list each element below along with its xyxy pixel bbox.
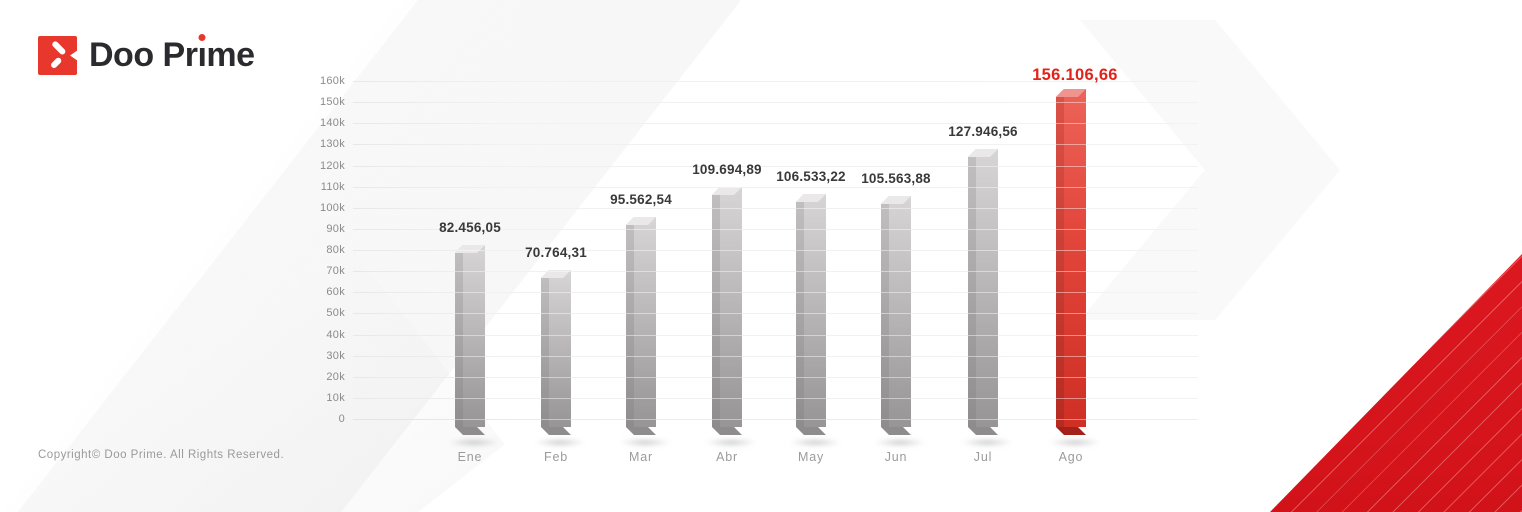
gridline [353,123,1198,124]
gridline [353,292,1198,293]
y-axis-tick-label: 0 [338,413,345,425]
value-label-ene: 82.456,05 [439,220,501,235]
y-axis-tick-label: 150k [319,96,345,108]
x-axis-label-feb: Feb [544,450,568,464]
gridline-overlay [353,419,1198,420]
brand-letter-i: ı [197,34,207,74]
bar-jul [968,149,998,435]
y-axis-tick-label: 110k [320,181,345,193]
y-axis-tick-label: 80k [326,244,345,256]
y-axis-tick-label: 50k [326,307,345,319]
gridline-overlay [353,250,1198,251]
x-axis-label-ago: Ago [1058,450,1084,464]
gridline [353,313,1198,314]
gridline [353,419,1198,420]
gridline [353,208,1198,209]
y-axis-tick-label: 40k [326,329,345,341]
y-axis-tick-label: 120k [319,160,345,172]
bar-feb [541,270,571,435]
gridline-overlay [353,398,1198,399]
value-label-jul: 127.946,56 [948,124,1018,139]
value-label-jun: 105.563,88 [861,171,931,186]
gridline-overlay [353,123,1198,124]
y-axis-tick-label: 10k [326,392,345,404]
y-axis-tick-label: 100k [319,202,345,214]
bar-abr [712,187,742,435]
bar-jun [881,196,911,435]
y-axis-tick-label: 160k [319,75,345,87]
y-axis-tick-label: 60k [326,286,345,298]
bar-reflection [1049,438,1101,447]
gridline [353,335,1198,336]
bar-mar [626,217,656,435]
bar-ene [455,245,485,435]
gridline [353,398,1198,399]
gridline [353,102,1198,103]
bar-reflection [534,438,586,447]
x-axis-label-mar: Mar [629,450,653,464]
x-axis-label-jul: Jul [973,450,993,464]
gridline [353,187,1198,188]
bar-ago [1056,89,1086,435]
value-label-may: 106.533,22 [776,169,846,184]
bar-reflection [874,438,926,447]
gridline [353,377,1198,378]
y-axis-tick-label: 90k [326,223,345,235]
gridline-overlay [353,292,1198,293]
logo-stroke [51,40,67,56]
y-axis-tick-label: 30k [326,350,345,362]
y-axis-tick-label: 20k [326,371,345,383]
gridline [353,81,1198,82]
gridline [353,356,1198,357]
bar-reflection [961,438,1013,447]
doo-prime-logo: Doo Prı me [38,34,255,75]
x-axis-label-ene: Ene [457,450,483,464]
logo-notch [70,50,78,61]
gridline-overlay [353,187,1198,188]
bar-may [796,194,826,435]
gridline-overlay [353,313,1198,314]
gridline-overlay [353,81,1198,82]
y-axis-tick-label: 70k [326,265,345,277]
gridline-overlay [353,377,1198,378]
gridline [353,144,1198,145]
brand-name: Doo Prı me [89,34,255,74]
bar-reflection [448,438,500,447]
copyright-text: Copyright© Doo Prime. All Rights Reserve… [38,449,285,461]
bar-reflection [619,438,671,447]
gridline-overlay [353,356,1198,357]
value-label-ago: 156.106,66 [1032,66,1118,84]
gridline-overlay [353,229,1198,230]
x-axis-label-abr: Abr [716,450,738,464]
gridline-overlay [353,271,1198,272]
x-axis-label-may: May [797,450,824,464]
gridline [353,166,1198,167]
value-label-mar: 95.562,54 [610,192,672,207]
doo-prime-logo-icon [38,36,78,75]
bar-reflection [789,438,841,447]
logo-stroke [49,56,63,69]
gridline-overlay [353,102,1198,103]
gridline-overlay [353,208,1198,209]
gridline-overlay [353,166,1198,167]
bar-reflection [705,438,757,447]
gridline-overlay [353,335,1198,336]
gridline [353,250,1198,251]
y-axis-tick-label: 130k [319,138,345,150]
gridline-overlay [353,144,1198,145]
value-label-abr: 109.694,89 [692,162,762,177]
gridline [353,271,1198,272]
value-label-feb: 70.764,31 [525,245,587,260]
brand-i-dot [198,34,206,41]
y-axis-tick-label: 140k [319,117,345,129]
gridline [353,229,1198,230]
x-axis-label-jun: Jun [884,450,908,464]
